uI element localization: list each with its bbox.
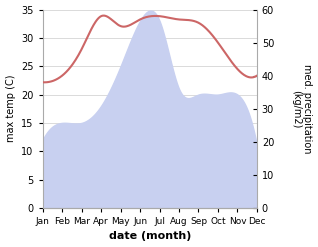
Y-axis label: med. precipitation
(kg/m2): med. precipitation (kg/m2): [291, 64, 313, 153]
Y-axis label: max temp (C): max temp (C): [5, 75, 16, 143]
X-axis label: date (month): date (month): [109, 231, 191, 242]
